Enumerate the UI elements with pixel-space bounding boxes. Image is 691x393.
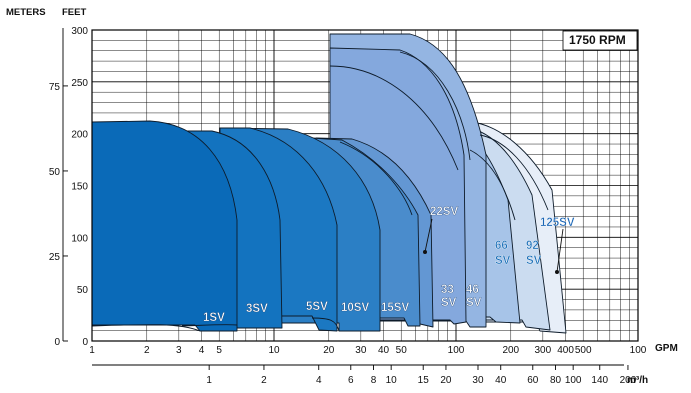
curve-66sv-inner	[469, 149, 516, 221]
x-tick-m3h: 10	[386, 375, 398, 386]
x-tick-gpm: 20	[323, 345, 335, 356]
series-label: SV	[441, 297, 457, 309]
x-tick-gpm: 50	[396, 345, 408, 356]
rpm-title: 1750 RPM	[569, 33, 626, 47]
rpm-box	[562, 30, 638, 51]
x-tick-m3h: 80	[550, 375, 562, 386]
leader-125sv-dot	[555, 270, 559, 274]
y-tick-feet: 100	[71, 233, 88, 244]
x-tick-m3h: 8	[371, 375, 377, 386]
series-label: 1SV	[203, 312, 225, 324]
x-tick-m3h: 140	[591, 375, 608, 386]
series-label: 125SV	[540, 217, 575, 229]
x-tick-m3h: 4	[316, 375, 322, 386]
curve-125sv-inner	[479, 134, 549, 211]
y-tick-feet: 50	[77, 285, 89, 296]
series-label: SV	[495, 255, 511, 267]
frame-layer	[91, 29, 639, 342]
label-layer: 125SV92SV66SV46SV33SV22SV15SV10SV5SV3SV1…	[203, 206, 575, 324]
y-tick-feet: 150	[71, 182, 88, 193]
curve-22sv-inner	[339, 141, 413, 216]
x-tick-m3h: 2	[261, 375, 267, 386]
y-axis-feet-title: FEET	[62, 7, 86, 18]
x-tick-gpm: 100	[630, 345, 647, 356]
x-axis-m3h-title: m³/h	[627, 375, 648, 386]
x-tick-m3h: 15	[418, 375, 430, 386]
x-tick-m3h: 40	[495, 375, 507, 386]
series-label: SV	[466, 297, 482, 309]
y-tick-feet: 200	[71, 130, 88, 141]
curve-1sv-min	[91, 324, 201, 332]
series-label: 66	[495, 240, 508, 252]
curve-33sv-lower	[329, 65, 459, 171]
curve-10sv-min	[311, 317, 340, 332]
y-axis-meters-title: METERS	[6, 7, 46, 18]
x-tick-gpm: 100	[448, 345, 465, 356]
x-tick-gpm: 1	[89, 345, 95, 356]
x-tick-gpm: 300	[534, 345, 551, 356]
x-tick-m3h: 30	[472, 375, 484, 386]
leader-22sv-dot	[423, 250, 427, 254]
series-label: 33	[441, 284, 454, 296]
series-label: 22SV	[430, 206, 458, 218]
series-label: 10SV	[341, 302, 369, 314]
x-tick-m3h: 20	[440, 375, 452, 386]
series-label: 3SV	[246, 303, 268, 315]
x-tick-m3h: 100	[565, 375, 582, 386]
series-label: 92	[526, 240, 539, 252]
y-tick-feet: 0	[82, 337, 88, 348]
x-tick-gpm: 500	[575, 345, 592, 356]
y-tick-meters: 75	[49, 82, 61, 93]
y-tick-meters: 25	[49, 252, 61, 263]
x-tick-gpm: 5	[216, 345, 222, 356]
x-tick-gpm: 400	[557, 345, 574, 356]
curve-3sv-min	[181, 324, 238, 327]
x-tick-gpm: 4	[199, 345, 205, 356]
curve-layer	[91, 33, 567, 334]
x-tick-gpm: 200	[502, 345, 519, 356]
leader-22sv	[424, 218, 433, 253]
x-tick-gpm: 40	[378, 345, 390, 356]
series-label: SV	[526, 255, 542, 267]
curve-46sv-inner	[399, 51, 471, 161]
y-tick-feet: 250	[71, 78, 88, 89]
x-tick-m3h: 6	[348, 375, 354, 386]
y-tick-feet: 300	[71, 26, 88, 37]
x-tick-gpm: 10	[268, 345, 280, 356]
y-tick-meters: 0	[54, 337, 60, 348]
region-1sv	[91, 120, 238, 332]
series-label: 46	[466, 284, 479, 296]
y-tick-meters: 50	[49, 167, 61, 178]
series-label: 5SV	[306, 301, 328, 313]
x-axis-gpm-title: GPM	[655, 343, 678, 354]
x-tick-gpm: 2	[144, 345, 150, 356]
plot-frame	[91, 29, 639, 342]
x-tick-m3h: 60	[527, 375, 539, 386]
x-tick-gpm: 30	[355, 345, 367, 356]
x-tick-m3h: 1	[206, 375, 212, 386]
x-tick-m3h: 200	[620, 375, 637, 386]
x-tick-gpm: 3	[176, 345, 182, 356]
series-label: 15SV	[381, 302, 409, 314]
leader-125sv	[556, 228, 564, 273]
